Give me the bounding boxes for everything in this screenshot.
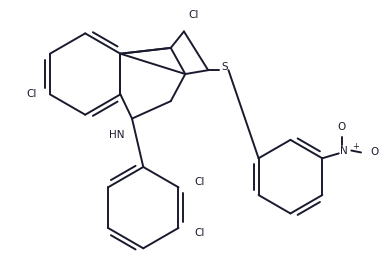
Text: -: - [382, 147, 383, 157]
Text: Cl: Cl [194, 177, 205, 187]
Text: S: S [222, 62, 228, 72]
Text: N: N [340, 146, 347, 156]
Text: HN: HN [109, 130, 124, 140]
Text: Cl: Cl [189, 10, 199, 20]
Text: O: O [371, 147, 379, 157]
Text: +: + [352, 142, 359, 151]
Text: Cl: Cl [194, 228, 205, 238]
Text: O: O [337, 122, 346, 132]
Text: Cl: Cl [26, 89, 36, 99]
